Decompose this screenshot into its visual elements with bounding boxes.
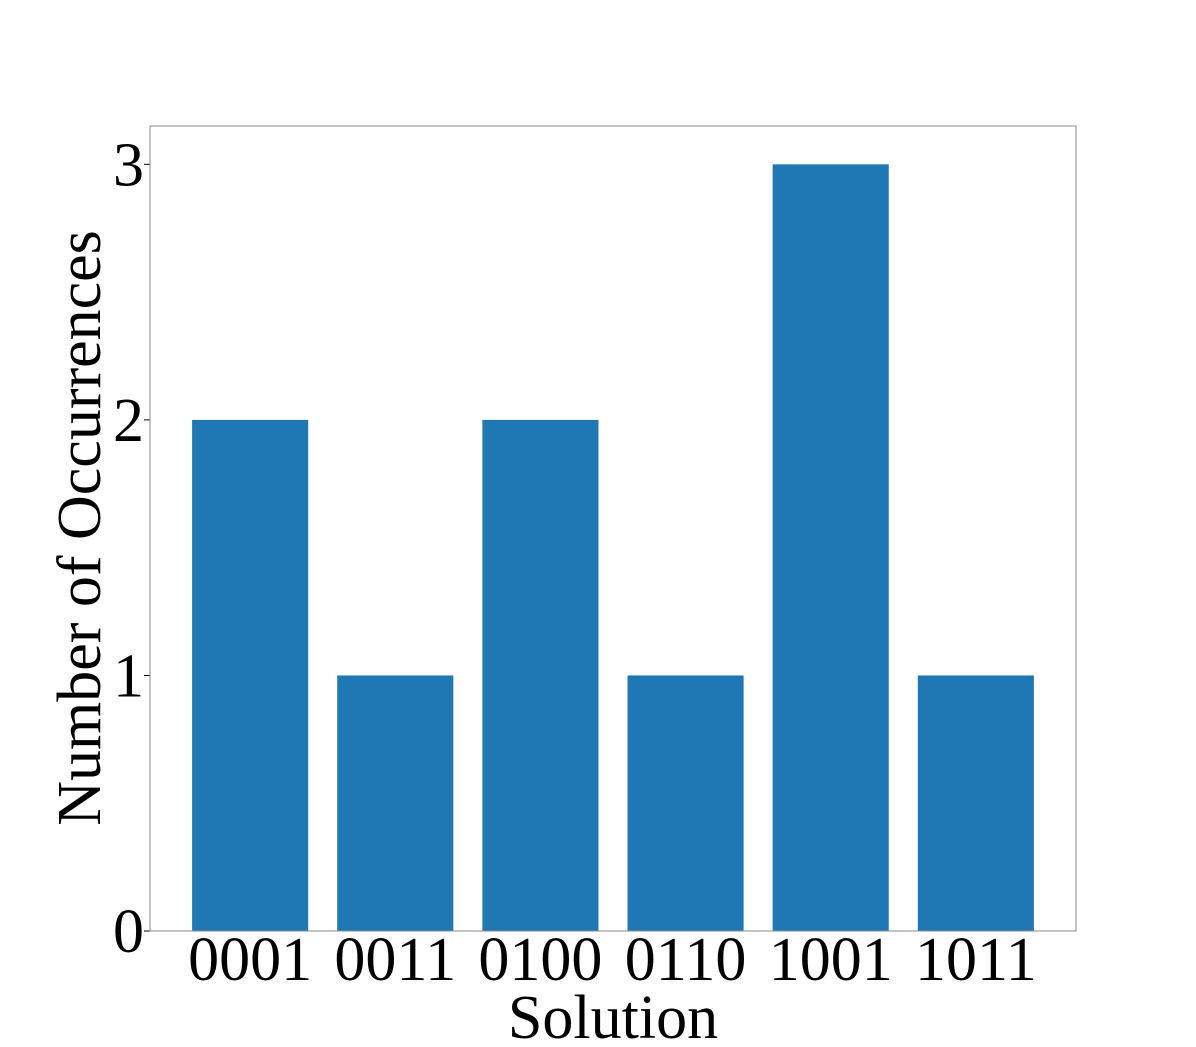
x-tick-label: 0001 — [188, 926, 312, 994]
x-tick-label: 0100 — [478, 926, 602, 994]
bar — [772, 164, 889, 932]
bar — [337, 675, 454, 931]
y-tick-label: 2 — [113, 387, 144, 455]
y-tick-label: 3 — [113, 131, 144, 199]
plot-frame — [149, 125, 1077, 932]
y-tick-label: 0 — [113, 898, 144, 966]
x-axis-label: Solution — [508, 984, 718, 1047]
bar — [482, 419, 599, 931]
bar — [917, 675, 1034, 931]
x-tick-label: 0011 — [334, 926, 456, 994]
x-tick-label: 1001 — [769, 926, 893, 994]
bar — [627, 675, 744, 931]
y-tick-label: 1 — [113, 642, 144, 710]
x-tick-label: 0110 — [625, 926, 747, 994]
x-tick-label: 1011 — [915, 926, 1037, 994]
y-axis-label: Number of Occurrences — [46, 230, 114, 826]
bar — [192, 419, 309, 931]
